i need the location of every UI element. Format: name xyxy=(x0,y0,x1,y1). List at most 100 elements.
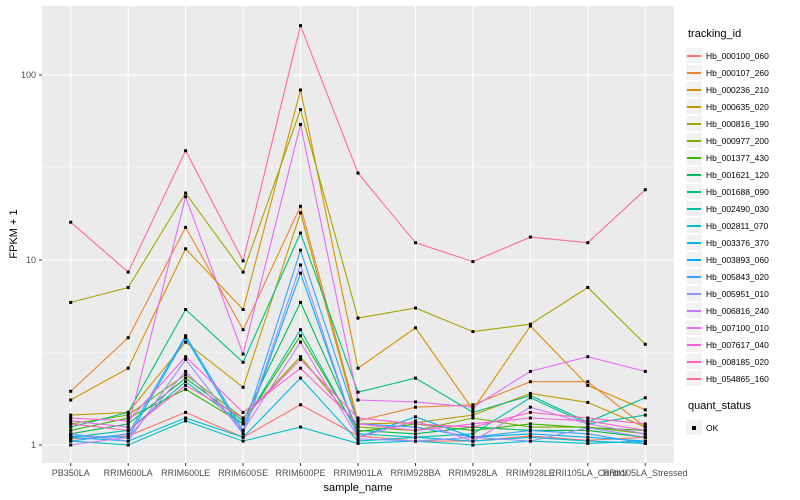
data-point xyxy=(126,439,130,443)
data-point xyxy=(356,422,360,426)
data-point xyxy=(241,308,245,311)
legend-item-label: Hb_007617_040 xyxy=(706,339,769,350)
legend-item-label: Hb_000236_210 xyxy=(706,84,769,95)
data-point xyxy=(471,410,475,414)
legend-item-label: Hb_000100_060 xyxy=(706,50,769,61)
legend-title-quant-status: quant_status xyxy=(688,400,751,412)
legend-key-swatch xyxy=(686,269,702,284)
legend-key-swatch xyxy=(686,184,702,199)
legend-item-label: Hb_001377_430 xyxy=(706,152,769,163)
legend-key-swatch xyxy=(686,150,702,165)
data-point xyxy=(414,422,417,426)
legend-item-Hb_000816_190: Hb_000816_190 xyxy=(686,115,798,132)
data-point xyxy=(69,422,73,426)
legend-item-Hb_001377_430: Hb_001377_430 xyxy=(686,149,798,166)
data-point xyxy=(241,435,245,439)
legend-item-Hb_054865_160: Hb_054865_160 xyxy=(686,370,798,387)
data-point xyxy=(299,403,302,407)
x-tick-label: RRIM600SE xyxy=(218,468,268,478)
legend-key-swatch xyxy=(686,354,702,369)
data-point xyxy=(184,340,188,344)
data-point xyxy=(184,247,188,251)
data-point xyxy=(356,316,360,320)
data-point xyxy=(184,149,188,153)
data-point xyxy=(356,398,360,402)
data-point xyxy=(471,425,475,429)
legend-item-label: Hb_001621_120 xyxy=(706,169,769,180)
data-point xyxy=(126,286,130,289)
data-point xyxy=(356,425,360,429)
data-point xyxy=(471,443,475,447)
data-point xyxy=(69,428,73,432)
data-point xyxy=(414,419,417,423)
legend-key-line xyxy=(687,259,701,261)
data-point xyxy=(471,439,475,443)
data-point xyxy=(69,443,73,447)
legend-item-Hb_006816_240: Hb_006816_240 xyxy=(686,302,798,319)
data-point xyxy=(69,416,73,420)
legend-key-line xyxy=(687,106,701,108)
data-point xyxy=(299,300,302,304)
legend-key-line xyxy=(687,293,701,295)
legend-item-label: Hb_000635_020 xyxy=(706,101,769,112)
data-point xyxy=(643,408,647,412)
legend-key-line xyxy=(687,327,701,329)
data-point xyxy=(299,376,302,380)
data-point xyxy=(414,428,417,432)
data-point xyxy=(586,432,590,436)
data-point xyxy=(414,405,417,409)
data-point xyxy=(471,413,475,417)
legend-item-Hb_000635_020: Hb_000635_020 xyxy=(686,98,798,115)
legend-key-swatch xyxy=(686,286,702,301)
data-point xyxy=(586,435,590,439)
data-point xyxy=(241,352,245,356)
legend-item-Hb_002490_030: Hb_002490_030 xyxy=(686,200,798,217)
data-point xyxy=(414,400,417,404)
data-point xyxy=(643,342,647,346)
data-point xyxy=(184,387,188,391)
legend-key-swatch xyxy=(686,371,702,386)
data-point xyxy=(643,396,647,400)
data-point xyxy=(241,439,245,443)
data-point xyxy=(528,394,532,398)
legend-item-label: Hb_003376_370 xyxy=(706,237,769,248)
x-tick-label: RRIM901LA xyxy=(333,468,382,478)
data-point xyxy=(414,439,417,443)
legend-item-Hb_007100_010: Hb_007100_010 xyxy=(686,319,798,336)
x-tick-label: RRIM600PE xyxy=(276,468,326,478)
data-point xyxy=(299,425,302,429)
data-point xyxy=(643,413,647,417)
data-point xyxy=(241,259,245,263)
data-point xyxy=(299,204,302,208)
data-point xyxy=(241,360,245,364)
legend: tracking_id Hb_000100_060 Hb_000107_260 Hb… xyxy=(686,28,798,436)
data-point xyxy=(126,443,130,447)
y-tick-label: 1 xyxy=(31,440,36,450)
data-point xyxy=(643,188,647,192)
legend-key-line xyxy=(687,242,701,244)
data-point xyxy=(184,383,188,387)
data-point xyxy=(414,306,417,310)
legend-key-line xyxy=(687,225,701,227)
data-point xyxy=(586,241,590,245)
data-point xyxy=(356,439,360,443)
data-point xyxy=(586,441,590,445)
data-point xyxy=(299,88,302,92)
legend-item-label: Hb_007100_010 xyxy=(706,322,769,333)
data-point xyxy=(528,416,532,420)
data-point xyxy=(299,340,302,344)
data-point xyxy=(69,432,73,436)
data-point xyxy=(184,191,188,195)
data-point xyxy=(586,439,590,443)
legend-key-swatch xyxy=(686,320,702,335)
data-point xyxy=(528,439,532,443)
data-point xyxy=(414,435,417,439)
legend-item-Hb_000236_210: Hb_000236_210 xyxy=(686,81,798,98)
data-point xyxy=(299,334,302,338)
data-point xyxy=(528,405,532,409)
data-point xyxy=(586,422,590,426)
data-point xyxy=(356,419,360,423)
legend-items: Hb_000100_060 Hb_000107_260 Hb_000236_210 H… xyxy=(686,47,798,387)
x-tick-label: RRIM928LA xyxy=(448,468,497,478)
data-point xyxy=(69,398,73,402)
